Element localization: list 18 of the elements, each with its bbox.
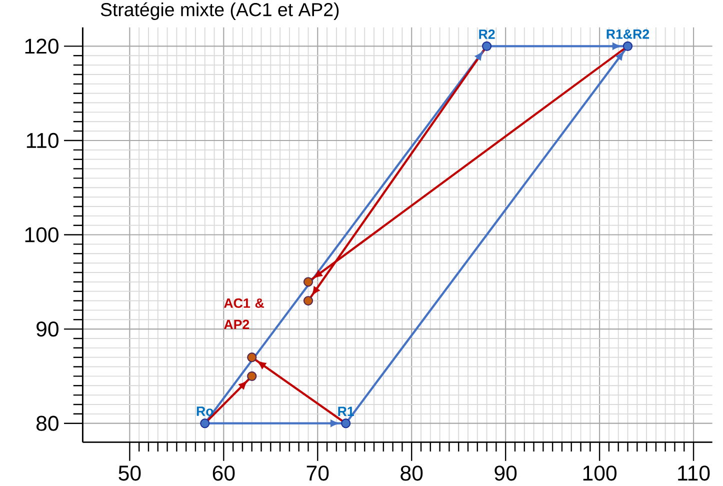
- y-tick-label: 120: [25, 38, 58, 54]
- y-tick-label: 90: [36, 321, 58, 337]
- x-tick-label: 90: [494, 465, 517, 481]
- x-tick-label: 60: [212, 465, 235, 481]
- annotation: Ro: [196, 406, 214, 416]
- annotation: AC1 & AP2: [224, 298, 264, 329]
- x-tick-label: 50: [118, 465, 141, 481]
- y-tick-label: 100: [25, 227, 58, 242]
- x-tick-label: 110: [678, 465, 710, 481]
- y-tick-label: 80: [36, 416, 58, 431]
- x-tick-label: 80: [400, 465, 423, 481]
- y-tick-label: 110: [26, 132, 58, 148]
- chart-title: Stratégie mixte (AC1 et AP2): [100, 2, 339, 20]
- annotation: R1: [338, 406, 354, 416]
- annotation: R2: [479, 29, 495, 39]
- annotation: R1&R2: [606, 29, 650, 39]
- x-tick-label: 70: [306, 465, 329, 481]
- x-tick-label: 100: [583, 465, 617, 481]
